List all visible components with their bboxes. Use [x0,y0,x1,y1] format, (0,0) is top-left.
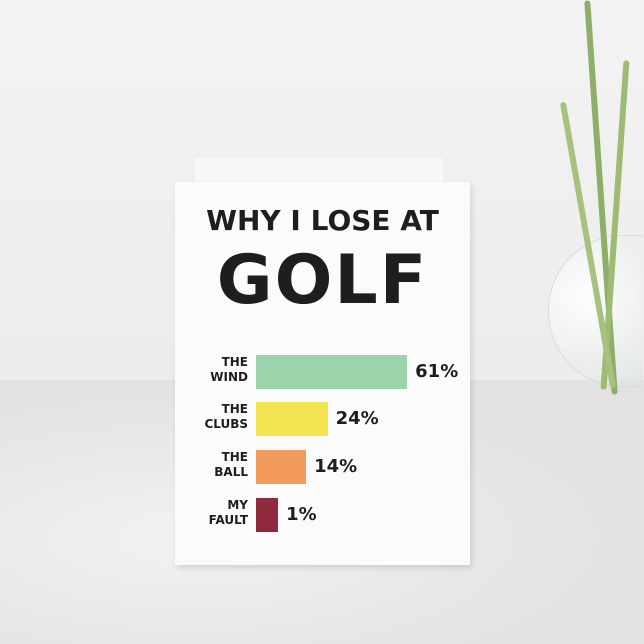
category-label-line: THE [221,355,248,369]
category-label-line: THE [221,402,248,416]
category-label-line: MY [227,498,248,512]
category-label-line: WIND [210,370,248,384]
chart-row: THE CLUBS 24% [175,400,470,440]
bar [256,355,408,389]
category-label-line: FAULT [208,513,248,527]
greeting-card: WHY I LOSE AT GOLF THE WIND 61% THE CLUBS 24%… [175,182,470,565]
value-label: 14% [314,456,358,477]
category-label: MY FAULT [209,498,248,528]
chart-row: THE WIND 61% [175,353,470,393]
category-label-line: THE [221,450,248,464]
category-label: THE BALL [214,450,248,480]
chart-row: MY FAULT 1% [175,496,470,536]
category-label: THE WIND [210,355,248,385]
category-label: THE CLUBS [204,402,248,432]
glass-vase [548,235,643,387]
value-label: 1% [286,504,317,525]
value-label: 24% [335,408,379,429]
bar [256,498,279,532]
chart-row: THE BALL 14% [175,448,470,488]
card-title: WHY I LOSE AT [206,204,439,237]
bar [256,450,307,484]
category-label-line: CLUBS [204,417,248,431]
value-label: 61% [415,361,459,382]
card-title-golf: GOLF [216,241,429,320]
bar [256,402,328,436]
category-label-line: BALL [214,465,248,479]
